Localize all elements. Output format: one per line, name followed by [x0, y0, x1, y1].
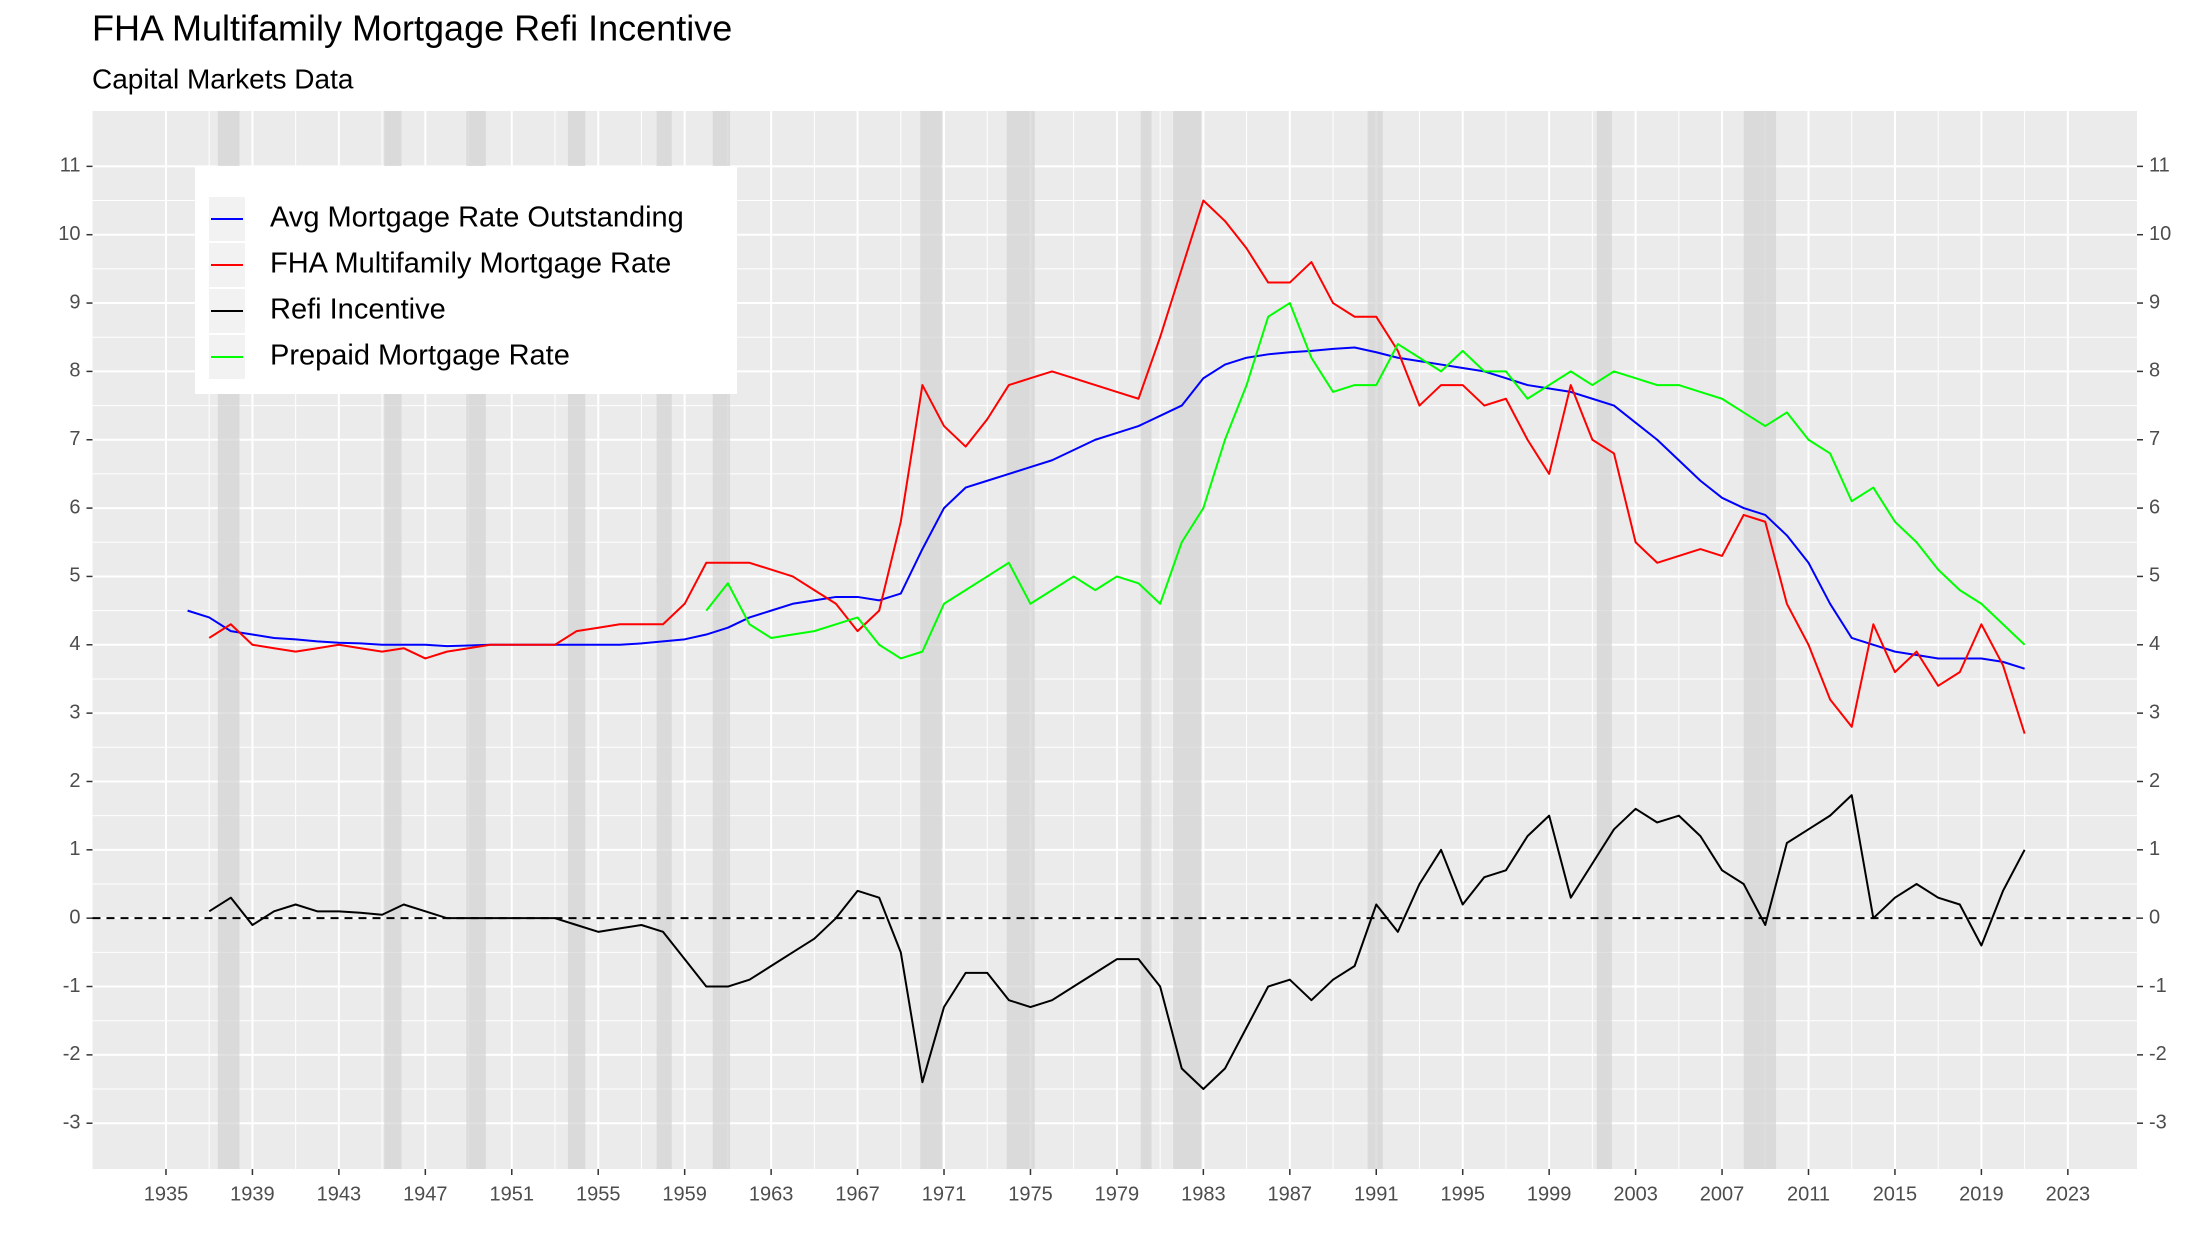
y-tick-label: 2: [69, 770, 80, 792]
y-tick-label: 1: [69, 838, 80, 860]
x-tick-label: 1979: [1095, 1183, 1140, 1205]
shaded-period: [1140, 111, 1152, 1169]
x-tick-label: 1959: [662, 1183, 707, 1205]
x-tick-label: 1963: [749, 1183, 794, 1205]
x-tick-label: 1983: [1181, 1183, 1226, 1205]
y-tick-label-right: 1: [2149, 838, 2160, 860]
y-tick-label: 6: [69, 496, 80, 518]
y-tick-label: 11: [60, 155, 81, 177]
chart-title: FHA Multifamily Mortgage Refi Incentive: [92, 8, 732, 49]
chart-subtitle: Capital Markets Data: [92, 63, 354, 94]
y-tick-label-right: 11: [2149, 155, 2170, 177]
y-tick-label-right: 0: [2149, 906, 2160, 928]
y-tick-label-right: 2: [2149, 770, 2160, 792]
x-tick-label: 1967: [835, 1183, 880, 1205]
x-tick-label: 2015: [1873, 1183, 1918, 1205]
y-tick-label-right: 8: [2149, 360, 2160, 382]
y-tick-label: -3: [63, 1111, 81, 1133]
y-tick-label: 3: [69, 701, 80, 723]
x-tick-label: 1935: [144, 1183, 189, 1205]
x-tick-label: 2023: [2046, 1183, 2091, 1205]
legend-label: Avg Mortgage Rate Outstanding: [270, 202, 684, 234]
legend-label: FHA Multifamily Mortgage Rate: [270, 248, 671, 280]
x-tick-label: 2019: [1959, 1183, 2004, 1205]
shaded-period: [1367, 111, 1383, 1169]
y-tick-label: 0: [69, 906, 80, 928]
x-tick-label: 1943: [317, 1183, 362, 1205]
x-tick-label: 1939: [230, 1183, 275, 1205]
y-tick-label-right: 5: [2149, 565, 2160, 587]
y-tick-label: -2: [63, 1043, 81, 1065]
legend-label: Refi Incentive: [270, 294, 446, 326]
shaded-period: [1173, 111, 1202, 1169]
y-tick-label: 9: [69, 291, 80, 313]
y-tick-label-right: 9: [2149, 291, 2160, 313]
x-tick-label: 1975: [1008, 1183, 1053, 1205]
y-tick-label: 5: [69, 565, 80, 587]
y-tick-label: 8: [69, 360, 80, 382]
x-tick-label: 1999: [1527, 1183, 1572, 1205]
shaded-period: [1596, 111, 1612, 1169]
y-tick-label: 4: [69, 633, 80, 655]
x-tick-label: 2003: [1613, 1183, 1658, 1205]
shaded-period: [1743, 111, 1777, 1169]
y-tick-label-right: 7: [2149, 428, 2160, 450]
x-tick-label: 2007: [1700, 1183, 1745, 1205]
series-line: [705, 302, 2026, 660]
x-tick-label: 1951: [490, 1183, 535, 1205]
x-tick-label: 1955: [576, 1183, 621, 1205]
y-tick-label-right: 6: [2149, 496, 2160, 518]
y-tick-label-right: -3: [2149, 1111, 2167, 1133]
y-tick-label: -1: [63, 975, 81, 997]
shaded-period: [1006, 111, 1035, 1169]
y-tick-label-right: -2: [2149, 1043, 2167, 1065]
x-tick-label: 1991: [1354, 1183, 1399, 1205]
y-tick-label-right: 10: [2149, 223, 2171, 245]
x-tick-label: 2011: [1787, 1183, 1830, 1205]
x-tick-label: 1947: [403, 1183, 448, 1205]
y-tick-label-right: 4: [2149, 633, 2160, 655]
shaded-period: [920, 111, 942, 1169]
y-tick-label-right: -1: [2149, 975, 2167, 997]
y-tick-label-right: 3: [2149, 701, 2160, 723]
legend-label: Prepaid Mortgage Rate: [270, 340, 570, 372]
series-line: [208, 199, 2026, 734]
x-tick-label: 1987: [1268, 1183, 1313, 1205]
y-tick-label: 10: [58, 223, 80, 245]
x-tick-label: 1971: [922, 1183, 967, 1205]
y-tick-label: 7: [69, 428, 80, 450]
legend-box: [195, 166, 737, 394]
series-line: [208, 794, 2026, 1091]
x-tick-label: 1995: [1440, 1183, 1485, 1205]
